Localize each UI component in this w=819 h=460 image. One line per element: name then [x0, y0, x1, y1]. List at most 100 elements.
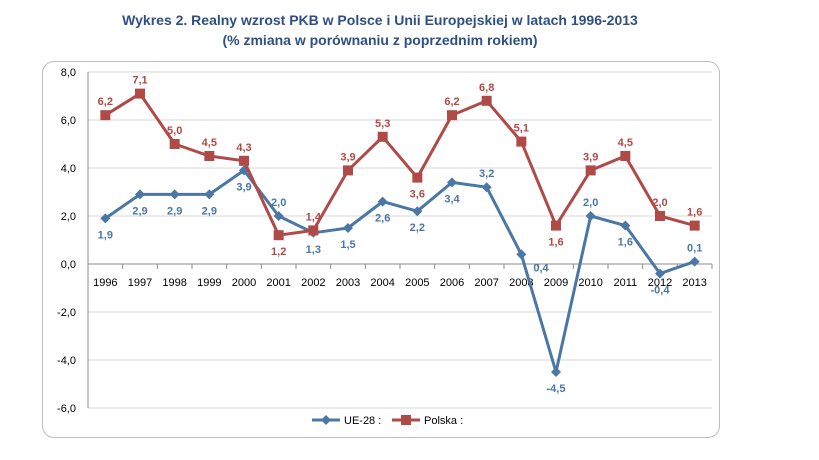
data-point-ue28	[343, 223, 353, 233]
data-label-polska: 5,3	[375, 118, 390, 130]
data-label-ue28: 2,0	[583, 197, 598, 209]
data-point-polska	[377, 131, 388, 142]
y-tick-label: -6,0	[57, 403, 76, 415]
data-label-ue28: 2,9	[202, 205, 217, 217]
x-tick-label: 2005	[405, 277, 429, 289]
data-label-polska: 5,0	[167, 125, 182, 137]
data-point-polska	[655, 211, 665, 221]
data-point-polska	[204, 151, 215, 161]
data-label-polska: 3,9	[583, 151, 598, 163]
data-point-ue28	[377, 196, 388, 207]
data-label-ue28: 1,6	[618, 237, 633, 249]
data-label-polska: 3,9	[340, 151, 355, 163]
data-point-polska	[551, 220, 561, 231]
data-point-polska	[169, 139, 180, 149]
data-label-ue28: 1,9	[98, 229, 113, 241]
data-point-polska	[447, 110, 457, 121]
data-label-polska: 2,0	[652, 197, 667, 209]
data-point-polska	[689, 220, 700, 231]
y-tick-label: 0,0	[61, 259, 76, 271]
data-label-polska: 4,5	[618, 137, 633, 149]
data-point-ue28	[412, 206, 423, 217]
data-label-polska: 7,1	[132, 75, 147, 87]
x-tick-label: 1997	[128, 277, 152, 289]
data-point-ue28	[516, 249, 527, 260]
data-label-polska: 1,6	[548, 237, 563, 249]
data-point-polska	[481, 95, 492, 106]
data-point-polska	[412, 172, 423, 183]
data-point-polska	[343, 165, 353, 176]
data-label-ue28: 3,4	[444, 193, 460, 205]
data-label-ue28: 0,1	[687, 243, 702, 255]
chart-frame	[42, 61, 720, 438]
data-label-polska: 1,6	[687, 207, 702, 219]
x-tick-label: 2007	[474, 277, 498, 289]
data-label-ue28: 3,2	[479, 168, 494, 180]
data-point-ue28	[135, 189, 145, 200]
data-point-ue28	[447, 177, 457, 188]
y-tick-label: -2,0	[57, 307, 76, 319]
y-tick-label: 2,0	[61, 211, 76, 223]
data-point-ue28	[655, 268, 665, 279]
data-label-ue28: 2,9	[132, 205, 147, 217]
data-label-polska: 4,3	[236, 142, 251, 154]
data-point-ue28	[481, 182, 492, 193]
x-tick-label: 2011	[614, 277, 638, 289]
chart-subtitle: (% zmiana w porównaniu z poprzednim roki…	[222, 32, 538, 48]
y-tick-label: -4,0	[57, 355, 76, 367]
x-tick-label: 1998	[162, 277, 186, 289]
x-tick-label: 2004	[370, 277, 394, 289]
x-tick-label: 1999	[197, 277, 221, 289]
data-point-ue28	[204, 189, 215, 200]
data-label-ue28: -4,5	[547, 383, 566, 395]
data-point-ue28	[620, 220, 631, 231]
x-tick-label: 2003	[336, 277, 360, 289]
data-label-ue28: 3,9	[236, 181, 251, 193]
data-label-polska: 1,2	[271, 246, 286, 258]
series-line-polska	[104, 92, 696, 237]
data-label-ue28: 1,3	[306, 244, 321, 256]
x-tick-label: 2012	[648, 277, 672, 289]
data-point-ue28	[689, 256, 700, 267]
data-point-ue28	[273, 211, 284, 221]
data-point-polska	[516, 136, 527, 147]
data-label-polska: 6,8	[479, 82, 494, 94]
x-tick-label: 2001	[266, 277, 290, 289]
x-tick-label: 2010	[578, 277, 602, 289]
data-label-polska: 1,4	[306, 211, 322, 223]
legend-marker-diamond	[321, 415, 331, 425]
data-point-polska	[135, 88, 145, 99]
data-label-polska: 5,1	[514, 123, 529, 135]
data-label-polska: 6,2	[444, 96, 459, 108]
data-point-polska	[100, 110, 111, 121]
data-label-ue28: -0,4	[651, 285, 671, 297]
x-tick-label: 1996	[93, 277, 117, 289]
data-label-ue28: 0,4	[533, 262, 549, 274]
series-line-ue28	[104, 168, 696, 374]
data-point-polska	[273, 230, 284, 241]
chart-title-line1: Wykres 2. Realny wzrost PKB w Polsce i U…	[122, 12, 638, 28]
data-point-polska	[620, 151, 631, 161]
data-point-ue28	[100, 213, 111, 224]
data-point-polska	[239, 155, 249, 166]
legend-marker-square	[401, 415, 411, 425]
x-tick-label: 2002	[301, 277, 325, 289]
data-label-ue28: 1,5	[340, 239, 355, 251]
data-labels: 1,9 2,9 2,9 2,9 3,9 2,0 1,3 1,5 2,6 2,2 3,4 3,2 0,4 -…	[98, 75, 703, 395]
data-label-polska: 3,6	[410, 189, 425, 201]
data-point-ue28	[551, 367, 561, 377]
data-label-ue28: 2,9	[167, 205, 182, 217]
data-point-ue28	[169, 189, 180, 200]
data-label-polska: 4,5	[202, 137, 217, 149]
x-tick-label: 2006	[440, 277, 464, 289]
x-tick-label: 2000	[232, 277, 256, 289]
data-point-polska	[308, 225, 319, 236]
legend-label: Polska :	[424, 415, 463, 427]
data-label-ue28: 2,2	[410, 222, 425, 234]
data-label-ue28: 2,6	[375, 213, 390, 225]
data-point-polska	[585, 165, 596, 176]
x-tick-label: 2013	[682, 277, 706, 289]
legend: UE-28 : Polska :	[312, 415, 463, 427]
